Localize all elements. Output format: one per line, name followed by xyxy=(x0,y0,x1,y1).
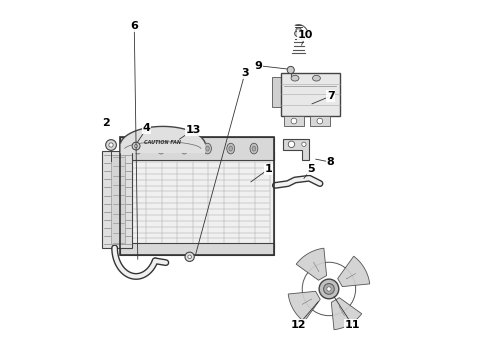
Polygon shape xyxy=(338,256,370,287)
Polygon shape xyxy=(121,126,205,153)
Ellipse shape xyxy=(323,284,334,294)
FancyBboxPatch shape xyxy=(284,116,304,126)
Ellipse shape xyxy=(327,287,331,291)
Ellipse shape xyxy=(302,142,306,147)
Ellipse shape xyxy=(296,28,301,32)
Ellipse shape xyxy=(206,146,209,151)
Text: 12: 12 xyxy=(291,320,306,330)
Polygon shape xyxy=(272,77,281,107)
Ellipse shape xyxy=(229,146,232,151)
Text: 9: 9 xyxy=(255,61,263,71)
Text: 4: 4 xyxy=(143,123,151,133)
Ellipse shape xyxy=(291,75,299,81)
Text: 10: 10 xyxy=(298,30,314,40)
Polygon shape xyxy=(283,139,309,160)
FancyBboxPatch shape xyxy=(310,116,330,126)
Ellipse shape xyxy=(252,146,256,151)
Text: 1: 1 xyxy=(264,164,272,174)
Ellipse shape xyxy=(317,118,323,124)
Ellipse shape xyxy=(250,143,258,154)
Ellipse shape xyxy=(134,143,142,154)
Ellipse shape xyxy=(159,146,163,151)
Ellipse shape xyxy=(291,118,297,124)
Text: 6: 6 xyxy=(130,21,138,31)
Polygon shape xyxy=(331,298,362,330)
Ellipse shape xyxy=(180,143,188,154)
Polygon shape xyxy=(288,291,320,322)
Ellipse shape xyxy=(319,279,339,299)
Text: 2: 2 xyxy=(102,118,110,128)
Text: 8: 8 xyxy=(327,157,335,167)
Text: 3: 3 xyxy=(241,68,249,78)
Ellipse shape xyxy=(106,140,117,150)
Ellipse shape xyxy=(294,30,302,37)
Text: 5: 5 xyxy=(307,164,315,174)
Bar xyxy=(120,137,273,160)
Bar xyxy=(102,152,132,248)
Ellipse shape xyxy=(109,143,113,147)
Text: 7: 7 xyxy=(327,91,335,101)
Bar xyxy=(111,155,125,244)
Ellipse shape xyxy=(227,143,235,154)
Ellipse shape xyxy=(157,143,165,154)
Ellipse shape xyxy=(134,144,138,148)
Ellipse shape xyxy=(132,142,140,150)
Text: CAUTION FAN: CAUTION FAN xyxy=(145,140,181,145)
Text: 11: 11 xyxy=(344,320,360,330)
Bar xyxy=(120,137,273,255)
Bar xyxy=(127,152,273,248)
FancyBboxPatch shape xyxy=(281,73,340,116)
Ellipse shape xyxy=(185,252,194,261)
Ellipse shape xyxy=(313,75,320,81)
Bar xyxy=(120,243,273,255)
Ellipse shape xyxy=(203,143,211,154)
Ellipse shape xyxy=(182,146,186,151)
Ellipse shape xyxy=(136,146,140,151)
Ellipse shape xyxy=(287,66,294,73)
Polygon shape xyxy=(296,248,327,280)
Ellipse shape xyxy=(288,141,294,148)
Text: 13: 13 xyxy=(186,125,201,135)
Ellipse shape xyxy=(188,255,192,258)
